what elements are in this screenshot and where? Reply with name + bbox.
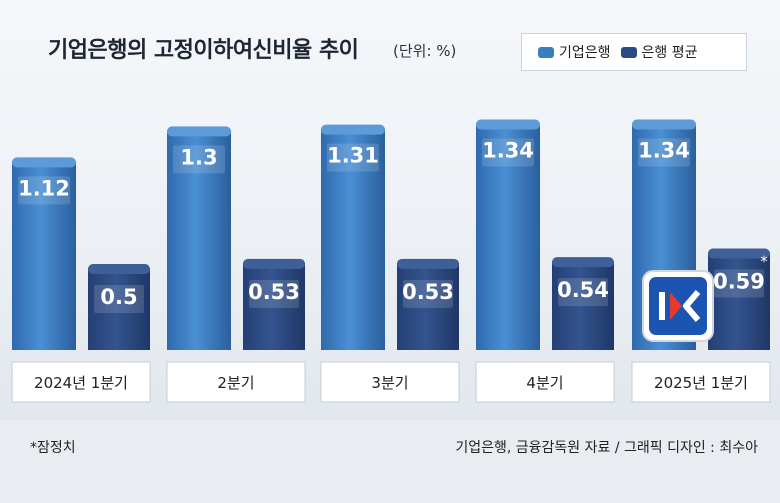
value-label-ibk-2: 1.31 [327,144,379,168]
value-label-box-average-2 [403,279,453,308]
category-label-3: 4분기 [526,374,563,392]
legend-swatch-ibk [538,46,554,58]
legend-swatch-average [620,46,637,58]
bar-cap-average-1 [243,258,305,269]
bar-cap-average-2 [397,258,459,269]
category-label-4: 2025년 1분기 [654,374,748,392]
bar-ibk-1 [167,130,231,350]
value-label-box-average-0 [94,285,144,313]
legend-label-ibk: 기업은행 [559,45,611,61]
bar-average-0 [88,268,150,350]
value-label-average-0: 0.5 [100,285,137,309]
bar-cap-ibk-4 [632,119,696,130]
legend: 기업은행 은행 평균 [521,33,747,71]
unit-label: (단위: %) [393,42,457,60]
bar-cap-average-4 [708,248,770,259]
bar-average-2 [397,262,459,350]
source-credit: 기업은행, 금융감독원 자료 / 그래픽 디자인 : 최수아 [455,440,758,456]
legend-item-average: 은행 평균 [620,42,698,62]
value-label-average-2: 0.53 [402,280,454,304]
value-label-ibk-3: 1.34 [482,139,534,163]
bar-cap-ibk-1 [167,126,231,137]
chart-title: 기업은행의 고정이하여신비율 추이 [48,38,359,63]
value-label-box-ibk-1 [173,145,225,174]
category-label-0: 2024년 1분기 [34,374,128,392]
value-label-average-3: 0.54 [557,278,609,302]
value-label-box-average-3 [558,278,608,307]
value-label-box-average-1 [249,279,299,308]
category-box-1 [166,361,306,403]
bar-cap-ibk-0 [12,157,76,168]
legend-label-average: 은행 평균 [641,45,698,61]
bar-cap-average-0 [88,264,150,274]
bar-average-1 [243,262,305,350]
value-label-ibk-0: 1.12 [18,176,70,200]
value-label-ibk-4: 1.34 [638,139,690,163]
value-label-average-1: 0.53 [248,280,300,304]
value-label-average-4: 0.59 [713,270,765,294]
bar-ibk-0 [12,161,76,350]
category-box-2 [320,361,460,403]
bar-ibk-2 [321,128,385,350]
bar-cap-average-3 [552,257,614,268]
bar-cap-ibk-3 [476,119,540,130]
category-box-3 [475,361,615,403]
category-label-1: 2분기 [217,374,254,392]
value-label-box-ibk-0 [18,176,70,205]
value-label-box-ibk-4 [638,138,690,167]
bar-average-4 [708,252,770,350]
bar-ibk-3 [476,123,540,351]
value-label-box-ibk-3 [482,138,534,167]
value-label-box-ibk-2 [327,143,379,172]
category-box-4 [631,361,771,403]
bar-average-3 [552,261,614,350]
value-label-box-average-4 [714,269,764,298]
ibk-logo-icon [642,270,714,342]
category-label-2: 3분기 [371,374,408,392]
value-label-ibk-1: 1.3 [180,145,217,169]
category-box-0 [11,361,151,403]
bar-cap-ibk-2 [321,124,385,135]
footnote: *잠정치 [30,440,76,456]
legend-item-ibk: 기업은행 [538,42,611,62]
footer-band [0,420,780,503]
provisional-asterisk: * [760,253,768,271]
